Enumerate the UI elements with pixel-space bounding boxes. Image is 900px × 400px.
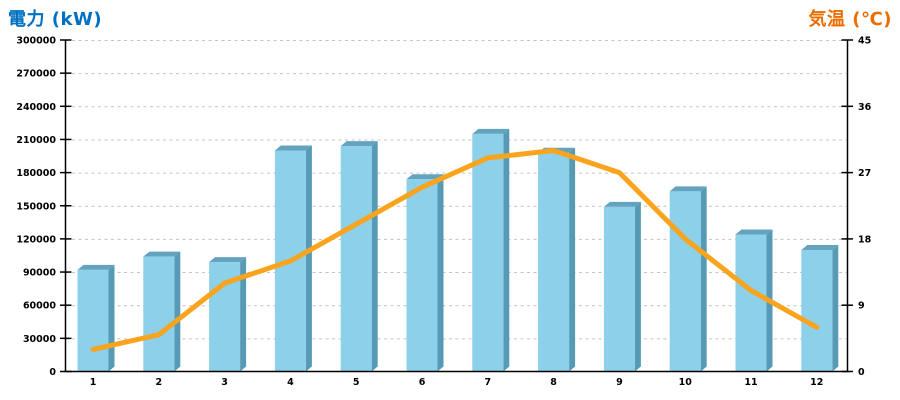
month-label-8: 8 <box>550 377 557 388</box>
month-label-10: 10 <box>679 377 693 388</box>
bar-side-face <box>240 257 247 372</box>
left-tick-label-60000: 60000 <box>23 301 56 312</box>
left-axis-ticks: 0 30000 60000 90000 120000 150000 180000 210000… <box>16 36 72 378</box>
bar-top-face <box>274 145 312 151</box>
bar-side-face <box>832 244 839 372</box>
left-tick-label-30000: 30000 <box>23 334 56 345</box>
bar-front-face <box>669 191 701 372</box>
bar-front-face <box>735 234 767 372</box>
month-label-7: 7 <box>484 377 491 388</box>
bar-top-face <box>406 174 444 180</box>
left-tick-label-300000: 300000 <box>16 36 56 47</box>
month-label-2: 2 <box>155 377 162 388</box>
bar-top-face <box>603 201 641 207</box>
bar-month-5 <box>340 141 378 372</box>
right-axis-title: 気温 (℃) <box>808 9 892 30</box>
temperature-line <box>90 148 820 352</box>
month-label-1: 1 <box>90 377 97 388</box>
bar-month-8 <box>538 147 576 372</box>
bar-side-face <box>569 147 576 372</box>
bar-front-face <box>340 146 372 372</box>
month-label-4: 4 <box>287 377 294 388</box>
bar-top-face <box>77 264 115 270</box>
bar-side-face <box>700 186 707 372</box>
bar-front-face <box>603 206 635 372</box>
bar-top-face <box>669 186 707 192</box>
bar-front-face <box>538 152 570 372</box>
right-axis-ticks: 0 9 18 27 36 45 <box>841 36 872 378</box>
right-tick-label-45: 45 <box>858 36 871 47</box>
month-label-12: 12 <box>810 377 823 388</box>
right-tick-label-9: 9 <box>858 301 865 312</box>
left-tick-label-120000: 120000 <box>16 234 56 245</box>
bar-side-face <box>108 264 115 372</box>
bar-month-10 <box>669 186 707 372</box>
x-axis-labels: 1 2 3 4 5 6 7 8 9 10 11 12 <box>90 377 824 388</box>
right-tick-label-18: 18 <box>858 234 872 245</box>
left-tick-label-240000: 240000 <box>16 102 56 113</box>
month-label-9: 9 <box>616 377 623 388</box>
bar-side-face <box>437 174 444 372</box>
left-tick-label-270000: 270000 <box>16 69 56 80</box>
month-label-11: 11 <box>744 377 757 388</box>
bar-side-face <box>503 128 510 372</box>
bar-top-face <box>340 141 378 147</box>
month-label-3: 3 <box>221 377 228 388</box>
right-tick-label-0: 0 <box>858 367 865 378</box>
bar-front-face <box>143 256 175 372</box>
bar-front-face <box>472 133 504 372</box>
bar-top-face <box>801 244 839 250</box>
left-tick-label-0: 0 <box>49 367 56 378</box>
bar-top-face <box>143 251 181 257</box>
bar-month-3 <box>209 257 247 372</box>
bar-front-face <box>406 179 438 372</box>
left-tick-label-210000: 210000 <box>16 135 56 146</box>
bar-month-2 <box>143 251 181 372</box>
power-bars <box>77 128 839 372</box>
bar-top-face <box>735 229 773 235</box>
bar-month-6 <box>406 174 444 372</box>
bar-month-7 <box>472 128 510 372</box>
bar-side-face <box>634 201 641 372</box>
bar-month-9 <box>603 201 641 372</box>
bar-month-1 <box>77 264 115 372</box>
bar-top-face <box>472 128 510 134</box>
left-axis-title: 電力 (kW) <box>8 9 103 30</box>
gridlines <box>65 40 848 340</box>
month-label-5: 5 <box>353 377 360 388</box>
left-tick-label-90000: 90000 <box>23 268 56 279</box>
right-tick-label-36: 36 <box>858 102 872 113</box>
bar-side-face <box>371 141 378 372</box>
right-tick-label-27: 27 <box>858 168 871 179</box>
bar-side-face <box>174 251 181 372</box>
bar-month-12 <box>801 244 839 372</box>
bar-front-face <box>77 269 109 372</box>
bar-top-face <box>209 257 247 263</box>
month-label-6: 6 <box>419 377 426 388</box>
left-tick-label-180000: 180000 <box>16 168 56 179</box>
bar-side-face <box>305 145 312 372</box>
bar-front-face <box>801 249 833 372</box>
left-tick-label-150000: 150000 <box>16 201 56 212</box>
